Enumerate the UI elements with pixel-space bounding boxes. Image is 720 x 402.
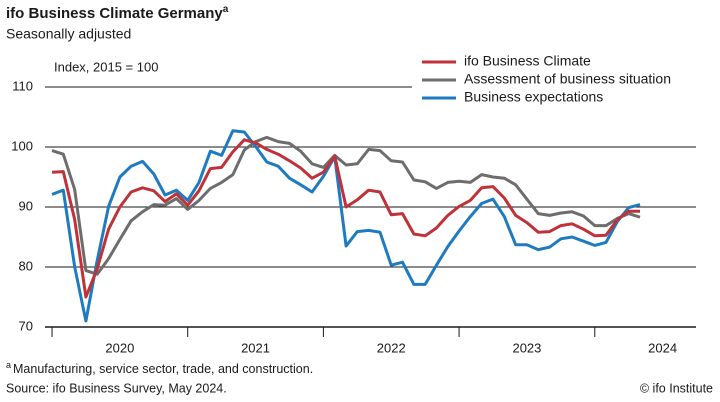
legend-label: Business expectations [464,89,603,105]
y-axis-label: Index, 2015 = 100 [54,59,158,74]
x-tick-label: 2022 [377,340,406,355]
x-tick-label: 2020 [105,340,134,355]
footnote: Manufacturing, service sector, trade, an… [13,362,313,376]
legend-label: Assessment of business situation [464,71,671,87]
chart-title-group: ifo Business Climate Germanya [6,4,229,22]
y-tick-label: 70 [19,318,33,333]
title-footnote-marker: a [223,4,229,15]
footnote-marker: a [6,360,11,370]
x-tick-label: 2024 [648,340,677,355]
y-tick-label: 110 [12,78,33,93]
series-line [51,138,640,299]
legend-box [412,52,702,110]
y-tick-label: 100 [11,138,33,153]
chart-title: ifo Business Climate Germany [6,5,223,22]
y-tick-label: 90 [19,198,33,213]
series-line [51,135,641,276]
series-line [51,129,641,323]
credit: © ifo Institute [640,381,713,395]
legend-label: ifo Business Climate [464,53,591,69]
x-tick-label: 2023 [512,340,541,355]
x-tick-label: 2021 [241,340,270,355]
source: Source: ifo Business Survey, May 2024. [6,381,227,395]
chart-subtitle: Seasonally adjusted [6,26,131,42]
y-tick-label: 80 [19,258,33,273]
footnote-group: a Manufacturing, service sector, trade, a… [6,360,313,376]
